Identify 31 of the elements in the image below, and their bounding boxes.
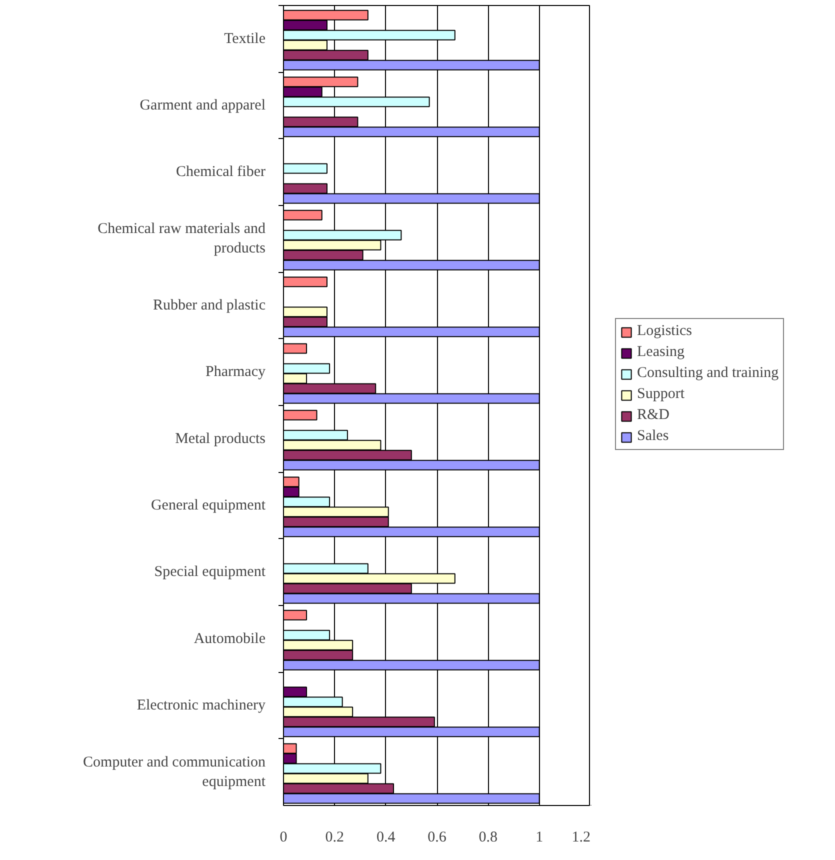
bar <box>284 343 308 354</box>
legend-label: Logistics <box>637 323 692 340</box>
x-tick-label: 0.6 <box>428 830 447 846</box>
x-tick-label: 0.4 <box>376 830 396 846</box>
bar <box>284 410 318 420</box>
y-tick-label: Electronic machinery <box>136 698 266 714</box>
y-tick-label: Rubber and plastic <box>153 298 266 314</box>
y-tick-label: Computer and communication equipment <box>83 754 266 790</box>
legend-label: Sales <box>637 428 669 445</box>
x-tick-label: 0.8 <box>478 830 498 846</box>
legend-label: Leasing <box>637 344 684 361</box>
bar <box>284 163 328 174</box>
x-tick-label: 1 <box>536 830 544 846</box>
y-tick-label: Metal products <box>175 430 266 447</box>
y-tick-label: Pharmacy <box>206 364 266 380</box>
y-tick-label: General equipment <box>150 498 266 514</box>
y-tick-label: Automobile <box>194 630 266 647</box>
y-tick-label: Chemical fiber <box>176 164 266 180</box>
bar <box>284 210 322 220</box>
bar <box>284 276 328 288</box>
y-tick-label: Garment and apparel <box>140 98 266 114</box>
legend-label: R&D <box>637 407 670 424</box>
x-tick-label: 1.2 <box>572 830 590 846</box>
y-tick-label: Special equipment <box>154 564 266 580</box>
y-tick-label: Chemical raw materials and products <box>98 221 266 256</box>
legend-label: Consulting and training <box>637 365 779 382</box>
bar <box>284 610 308 620</box>
y-tick-label: Textile <box>224 30 266 47</box>
x-tick-label: 0 <box>280 830 288 846</box>
x-tick-label: 0.2 <box>325 830 344 846</box>
legend-label: Support <box>637 386 685 403</box>
